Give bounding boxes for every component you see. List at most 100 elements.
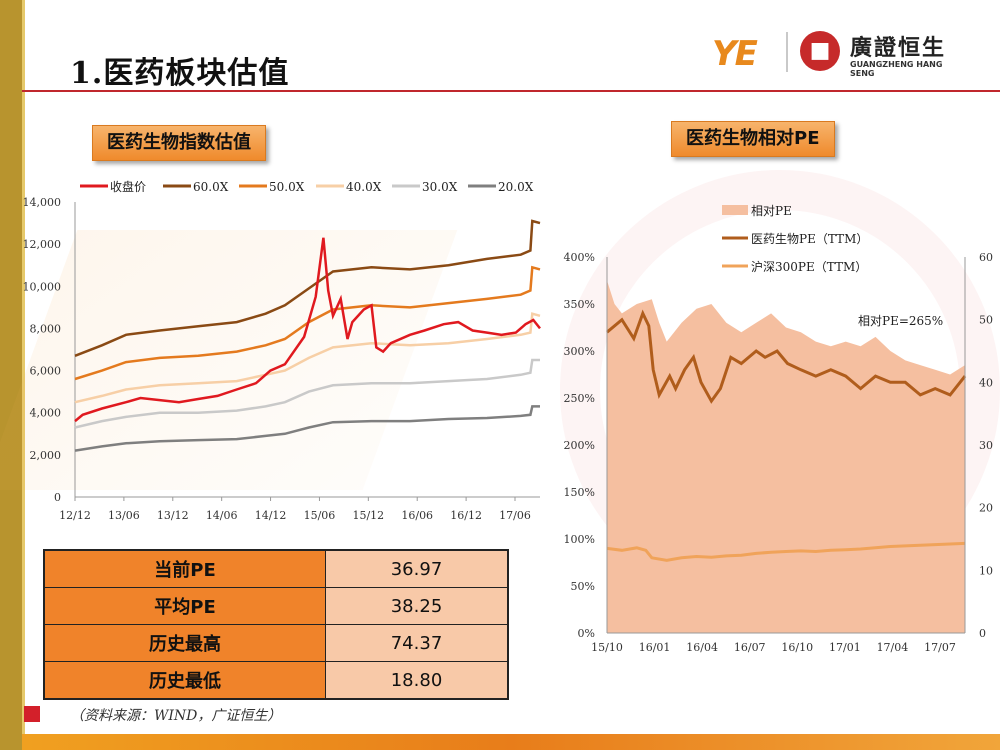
- legend-label: 医药生物PE（TTM）: [751, 232, 868, 246]
- series-line: [74, 237, 541, 423]
- x-tick-label: 13/12: [157, 509, 189, 522]
- right-y-tick-label: 60: [979, 251, 993, 264]
- right-y-tick-label: 50: [979, 314, 993, 327]
- y-tick-label: 0: [54, 491, 61, 504]
- y-tick-label: 8,000: [30, 322, 62, 335]
- series-line: [74, 219, 541, 357]
- right-y-tick-label: 10: [979, 564, 993, 577]
- series-line: [74, 358, 540, 429]
- series-line: [606, 309, 967, 404]
- table-value: 36.97: [325, 549, 509, 588]
- legend-item: 医药生物PE（TTM）: [722, 232, 868, 246]
- x-tick-label: 15/10: [591, 641, 623, 654]
- legend-item: 收盘价: [80, 179, 146, 194]
- ye-logo-icon: YE: [712, 34, 758, 74]
- left-y-tick-label: 100%: [564, 533, 595, 546]
- page-title: 1.医药板块估值: [70, 56, 290, 91]
- x-tick-label: 16/12: [450, 509, 482, 522]
- legend-swatch: [722, 205, 748, 215]
- legend-label: 30.0X: [422, 180, 458, 194]
- x-tick-label: 14/06: [206, 509, 238, 522]
- left-y-tick-label: 150%: [564, 486, 595, 499]
- left-y-tick-label: 0%: [578, 627, 595, 640]
- left-y-tick-label: 250%: [564, 392, 595, 405]
- table-value: 38.25: [325, 587, 509, 625]
- table-row: 平均PE 38.25: [43, 587, 509, 625]
- left-y-tick-label: 300%: [564, 345, 595, 358]
- series-line: [74, 312, 541, 404]
- right-y-tick-label: 20: [979, 502, 993, 515]
- series-line: [74, 265, 541, 381]
- brand-name-en: GUANGZHENG HANG SENG: [850, 60, 943, 78]
- valuation-line-chart: 0 2,000 4,000 6,000 8,000 10,000 12,000 14,000 1…: [23, 179, 541, 522]
- left-chart-title: 医药生物指数估值: [92, 125, 266, 161]
- legend-item: 40.0X: [316, 180, 382, 194]
- x-tick-label: 15/12: [352, 509, 384, 522]
- left-y-tick-label: 400%: [564, 251, 595, 264]
- table-label: 平均PE: [43, 587, 326, 625]
- series-line: [606, 541, 966, 562]
- legend-label: 收盘价: [110, 179, 146, 194]
- right-y-tick-label: 30: [979, 439, 993, 452]
- legend-item: 30.0X: [392, 180, 458, 194]
- y-tick-label: 10,000: [23, 280, 62, 293]
- title-divider: [22, 90, 1000, 92]
- legend-label: 60.0X: [193, 180, 229, 194]
- x-tick-label: 16/01: [639, 641, 671, 654]
- left-decor-bar: [0, 0, 25, 750]
- table-row: 当前PE 36.97: [43, 549, 509, 588]
- x-tick-label: 16/07: [734, 641, 766, 654]
- legend-item: 50.0X: [239, 180, 305, 194]
- legend-item: 沪深300PE（TTM）: [722, 260, 867, 274]
- table-value: 74.37: [325, 624, 509, 662]
- table-label: 当前PE: [43, 549, 326, 588]
- y-tick-label: 14,000: [23, 196, 62, 209]
- table-row: 历史最高 74.37: [43, 624, 509, 662]
- relative-pe-area: [607, 280, 965, 633]
- series-line: [74, 405, 540, 452]
- legend-label: 沪深300PE（TTM）: [751, 260, 867, 274]
- relative-pe-chart: 0% 50% 100% 150% 200% 250% 300% 350% 400% 0 10 20 30…: [564, 204, 993, 654]
- bottom-decor-bar: [22, 734, 1000, 750]
- legend-label: 20.0X: [498, 180, 534, 194]
- x-tick-label: 12/12: [59, 509, 91, 522]
- legend-item: 相对PE: [722, 204, 792, 218]
- legend-label: 40.0X: [346, 180, 382, 194]
- x-tick-label: 13/06: [108, 509, 140, 522]
- brand-name-cn: 廣證恒生: [850, 36, 947, 61]
- legend-item: 20.0X: [468, 180, 534, 194]
- legend-label: 50.0X: [269, 180, 305, 194]
- left-y-tick-label: 350%: [564, 298, 595, 311]
- x-tick-label: 17/07: [924, 641, 956, 654]
- table-label: 历史最低: [43, 661, 326, 700]
- x-tick-label: 16/04: [686, 641, 718, 654]
- right-chart-title: 医药生物相对PE: [671, 121, 835, 157]
- logo-divider: [786, 32, 788, 72]
- x-tick-label: 14/12: [255, 509, 287, 522]
- source-bullet-icon: [24, 706, 40, 722]
- table-value: 18.80: [325, 661, 509, 700]
- y-tick-label: 6,000: [30, 365, 62, 378]
- seal-logo-icon: ■: [800, 31, 840, 71]
- y-tick-label: 4,000: [30, 407, 62, 420]
- pe-stats-table: 当前PE 36.97 平均PE 38.25 历史最高 74.37 历史最低 18…: [43, 549, 509, 700]
- brand-logo: YE ■ 廣證恒生 GUANGZHENG HANG SENG: [712, 28, 962, 84]
- x-tick-label: 17/06: [499, 509, 531, 522]
- right-y-tick-label: 0: [979, 627, 986, 640]
- left-y-tick-label: 200%: [564, 439, 595, 452]
- left-y-tick-label: 50%: [571, 580, 595, 593]
- x-tick-label: 17/01: [829, 641, 861, 654]
- annotation-label: 相对PE=265%: [858, 314, 943, 328]
- y-tick-label: 2,000: [30, 449, 62, 462]
- right-y-tick-label: 40: [979, 376, 993, 389]
- table-label: 历史最高: [43, 624, 326, 662]
- x-tick-label: 15/06: [304, 509, 336, 522]
- x-tick-label: 16/10: [781, 641, 813, 654]
- table-row: 历史最低 18.80: [43, 661, 509, 700]
- legend-item: 60.0X: [163, 180, 229, 194]
- legend-label: 相对PE: [751, 204, 792, 218]
- x-tick-label: 17/04: [877, 641, 909, 654]
- y-tick-label: 12,000: [23, 238, 62, 251]
- x-tick-label: 16/06: [401, 509, 433, 522]
- source-note: （资料来源：WIND，广证恒生）: [70, 708, 282, 724]
